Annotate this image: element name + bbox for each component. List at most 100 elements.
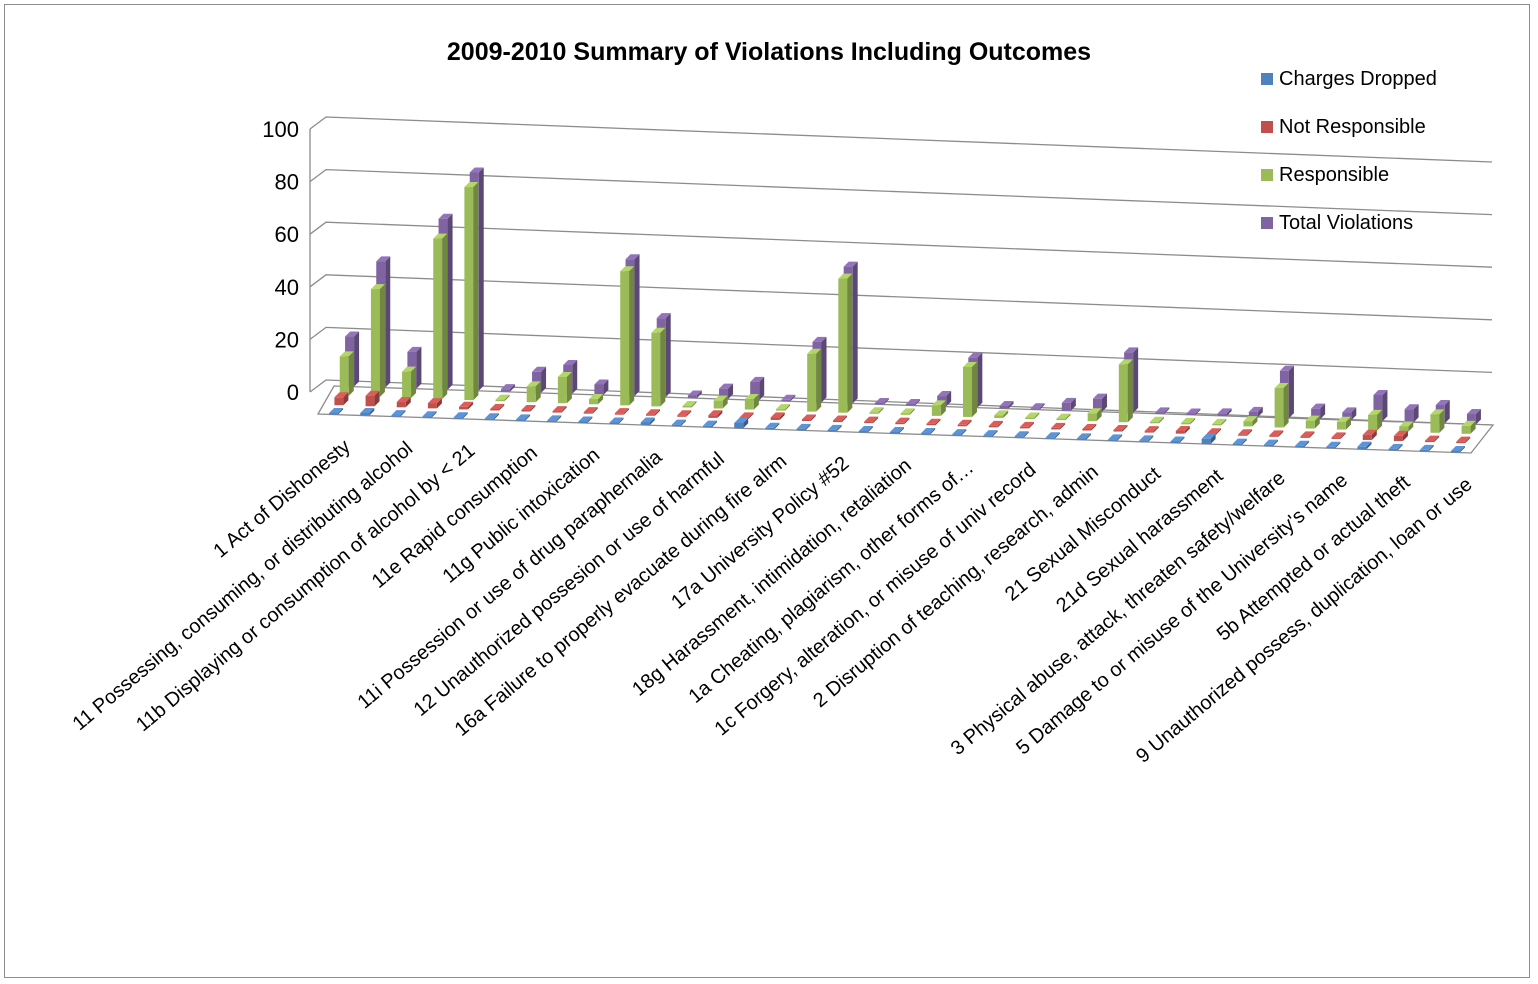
bar	[1388, 443, 1403, 451]
bar	[453, 412, 468, 419]
bar	[682, 400, 697, 408]
bar	[1108, 434, 1123, 441]
bar	[620, 266, 635, 406]
bar	[1212, 418, 1227, 426]
legend-swatch	[1261, 169, 1273, 181]
bar	[900, 408, 915, 415]
bar	[1331, 432, 1346, 439]
bar	[890, 427, 904, 434]
bar	[687, 390, 702, 399]
bar	[427, 398, 442, 409]
bar	[713, 395, 728, 409]
bar	[1139, 435, 1154, 442]
bar	[526, 381, 541, 403]
bar	[589, 394, 604, 405]
bar	[609, 417, 624, 425]
y-tick-label: 60	[275, 222, 299, 247]
bar	[895, 417, 910, 425]
y-tick-label: 0	[287, 380, 299, 405]
bar	[744, 394, 759, 410]
bar	[677, 410, 692, 417]
bar	[827, 424, 842, 432]
bar	[1181, 417, 1196, 425]
bar	[547, 415, 562, 422]
legend-label: Charges Dropped	[1279, 68, 1437, 90]
bar	[957, 419, 972, 427]
bar	[1051, 422, 1066, 430]
bar	[1056, 413, 1071, 421]
bar	[1232, 438, 1247, 446]
bar	[1201, 433, 1216, 445]
bar	[781, 394, 796, 402]
chart-frame: 0 20 40 60 80 100 1 Act of Dishonesty 11 Posse…	[4, 4, 1530, 978]
bar	[329, 408, 344, 415]
bar	[1300, 431, 1315, 438]
bar	[1217, 408, 1232, 417]
bar	[640, 417, 655, 426]
legend: Charges Dropped Not Responsible Responsibl…	[1261, 68, 1437, 234]
bar	[833, 415, 848, 423]
bar	[858, 425, 873, 433]
bar	[874, 397, 889, 405]
bar	[1144, 426, 1159, 433]
bar	[994, 410, 1009, 418]
bar	[750, 376, 765, 401]
bar	[776, 404, 791, 411]
bar	[671, 419, 686, 427]
bar	[921, 428, 936, 435]
bar	[1357, 441, 1372, 450]
bar	[931, 400, 946, 416]
bar	[1342, 407, 1357, 421]
bar	[365, 390, 380, 407]
bar	[1393, 430, 1408, 442]
bar	[1248, 406, 1263, 418]
bar	[557, 371, 572, 404]
bar	[1430, 409, 1445, 433]
bar	[1295, 440, 1310, 448]
bar	[1045, 432, 1060, 439]
gridline	[309, 168, 1493, 216]
bar	[360, 407, 375, 416]
bar	[651, 327, 666, 407]
bar	[1456, 436, 1471, 444]
bar	[999, 401, 1014, 409]
bar	[952, 429, 967, 436]
bar	[1450, 445, 1465, 453]
y-tick-label: 40	[275, 275, 299, 300]
bar	[464, 182, 479, 401]
bar	[1274, 383, 1289, 428]
gridline	[309, 221, 1493, 268]
bar	[1336, 416, 1351, 430]
y-axis-ticks: 0 20 40 60 80 100	[262, 117, 299, 405]
bar	[796, 423, 811, 431]
bar	[370, 284, 385, 397]
bar	[864, 416, 879, 424]
bar	[583, 407, 598, 414]
bar	[422, 411, 437, 418]
bar	[1076, 433, 1091, 440]
bar	[1186, 408, 1201, 415]
bar	[396, 397, 411, 408]
bar	[1368, 409, 1383, 431]
bar	[1061, 397, 1076, 411]
bar	[770, 412, 785, 420]
bar	[1243, 416, 1258, 427]
bar	[339, 351, 354, 396]
bar	[1082, 423, 1097, 431]
bars	[329, 167, 1481, 453]
bar	[1019, 421, 1034, 429]
bar	[1419, 444, 1434, 452]
bar	[578, 416, 593, 423]
bar	[334, 392, 349, 406]
bar	[807, 348, 822, 412]
bar	[500, 384, 515, 392]
bar	[614, 408, 629, 415]
bar	[484, 413, 499, 420]
chart-title: 2009-2010 Summary of Violations Includin…	[447, 38, 1091, 66]
legend-swatch	[1261, 73, 1273, 85]
bar	[1404, 404, 1419, 423]
bar	[1025, 412, 1040, 420]
bar	[1311, 403, 1326, 420]
